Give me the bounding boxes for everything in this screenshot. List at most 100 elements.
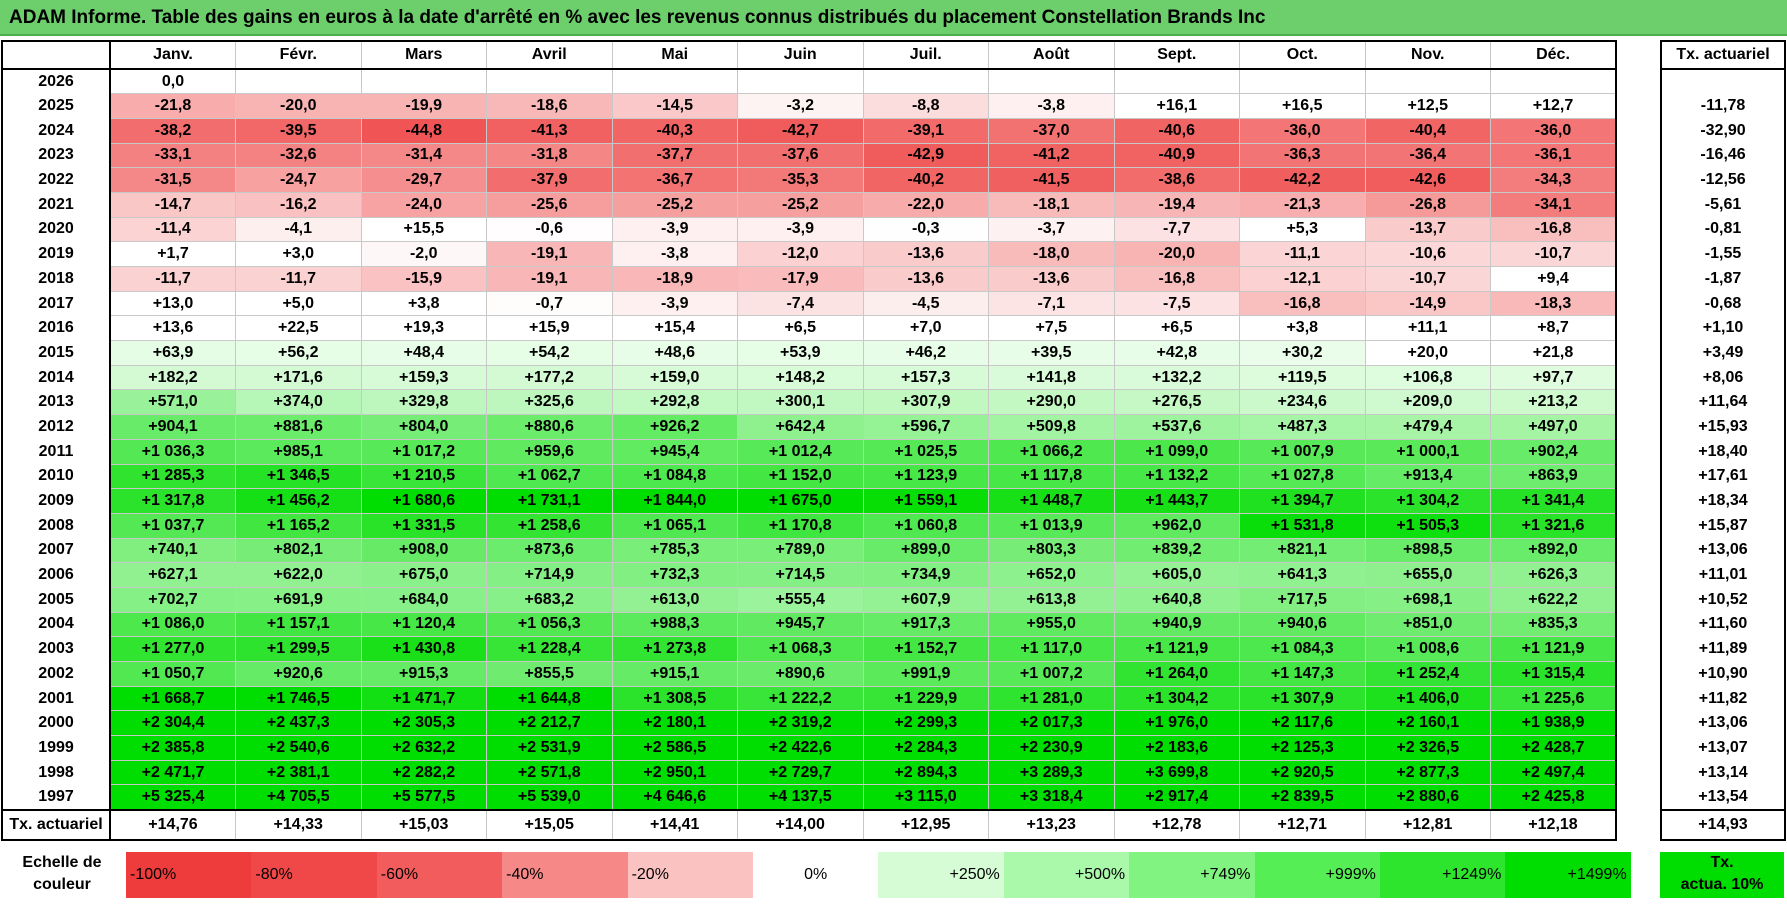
gain-cell: +684,0 bbox=[360, 586, 487, 613]
table-row: 2015 +63,9 +56,2 +48,4 +54,2 +48,6 +53,9 +46,2 +… bbox=[2, 340, 1617, 366]
color-scale-label: Echelle de couleur bbox=[2, 852, 122, 902]
side-row: +15,93 bbox=[1661, 415, 1785, 440]
side-header-row: Tx. actuariel bbox=[1661, 41, 1785, 70]
side-row: -1,55 bbox=[1661, 242, 1785, 267]
gain-cell: +2 531,9 bbox=[486, 735, 613, 761]
gain-cell: -37,7 bbox=[611, 142, 738, 169]
gain-cell: +698,1 bbox=[1364, 586, 1491, 613]
actuarial-rate-cell: +1,10 bbox=[1702, 319, 1744, 337]
gain-cell: +119,5 bbox=[1239, 364, 1366, 391]
gain-cell: -20,0 bbox=[1113, 241, 1240, 267]
gain-cell: -37,0 bbox=[988, 117, 1115, 144]
side-row: +18,40 bbox=[1661, 439, 1785, 464]
year-label: 2024 bbox=[2, 118, 111, 144]
color-scale-swatch: -20% bbox=[627, 852, 753, 898]
table-row: 1999 +2 385,8 +2 540,6 +2 632,2 +2 531,9 +2 5… bbox=[2, 735, 1617, 761]
table-row: 2006 +627,1 +622,0 +675,0 +714,9 +732,3 +714,5… bbox=[2, 562, 1617, 588]
year-label: 2019 bbox=[2, 241, 111, 267]
gain-cell: +655,0 bbox=[1364, 562, 1491, 588]
table-row: 2023 -33,1 -32,6 -31,4 -31,8 -37,7 -37,6 -42,9-… bbox=[2, 142, 1617, 169]
gain-cell: +16,5 bbox=[1239, 93, 1366, 119]
gain-cell: +1 084,3 bbox=[1239, 636, 1366, 662]
gain-cell: +329,8 bbox=[360, 389, 487, 416]
gain-cell: +374,0 bbox=[235, 389, 362, 416]
gain-cell: +1 277,0 bbox=[109, 636, 236, 662]
gain-cell: +1 304,2 bbox=[1113, 685, 1240, 712]
year-label: 1999 bbox=[2, 735, 111, 761]
gain-cell: +714,9 bbox=[486, 562, 613, 588]
gain-cell: +9,4 bbox=[1490, 266, 1617, 292]
gain-cell: +1 037,7 bbox=[109, 512, 236, 539]
gain-cell: +177,2 bbox=[486, 364, 613, 391]
gain-cell: -44,8 bbox=[360, 117, 487, 144]
actuarial-rate-cell: +11,60 bbox=[1698, 615, 1748, 633]
gain-cell: +39,5 bbox=[988, 340, 1115, 366]
gain-cell: +2 950,1 bbox=[611, 759, 738, 786]
footer-rate-cell: +14,76 bbox=[109, 808, 236, 841]
gain-cell: +2 497,4 bbox=[1490, 759, 1617, 786]
gain-cell: -34,3 bbox=[1490, 167, 1617, 193]
month-header: Sept. bbox=[1113, 40, 1240, 70]
gain-cell: -25,2 bbox=[737, 191, 864, 218]
gain-cell: +2 326,5 bbox=[1364, 735, 1491, 761]
gain-cell: +209,0 bbox=[1364, 389, 1491, 416]
gain-cell: -4,5 bbox=[862, 290, 989, 317]
gain-cell: +1 007,9 bbox=[1239, 438, 1366, 465]
gain-cell: +2 299,3 bbox=[862, 710, 989, 737]
gain-cell: +1 007,2 bbox=[988, 661, 1115, 687]
actuarial-rate-cell: +18,34 bbox=[1698, 492, 1748, 510]
gain-cell: -24,7 bbox=[235, 167, 362, 193]
gain-cell: -41,3 bbox=[486, 117, 613, 144]
header-row: Janv. Févr. Mars Avril Mai Juin Juil. Août Sept.… bbox=[2, 40, 1617, 70]
year-label: 1998 bbox=[2, 760, 111, 785]
gain-cell: -16,8 bbox=[1113, 266, 1240, 292]
year-label: 2011 bbox=[2, 439, 111, 464]
gain-cell: +675,0 bbox=[360, 562, 487, 588]
gain-cell bbox=[1113, 68, 1240, 95]
gain-cell: +7,0 bbox=[862, 315, 989, 342]
table-row: 2021 -14,7 -16,2 -24,0 -25,6 -25,2 -25,2 -22,0-… bbox=[2, 191, 1617, 218]
table-row: 2013 +571,0 +374,0 +329,8 +325,6 +292,8 +300,1… bbox=[2, 389, 1617, 416]
gain-cell: +596,7 bbox=[862, 414, 989, 440]
gain-cell: +11,1 bbox=[1364, 315, 1491, 342]
year-label: 2000 bbox=[2, 710, 111, 736]
gain-cell: +985,1 bbox=[235, 438, 362, 465]
month-header: Nov. bbox=[1364, 40, 1491, 70]
gain-cell: +904,1 bbox=[109, 414, 236, 440]
side-row: -32,90 bbox=[1661, 118, 1785, 143]
actuarial-rate-cell: -11,78 bbox=[1700, 97, 1746, 115]
gain-cell: -37,6 bbox=[737, 142, 864, 169]
gain-cell: +732,3 bbox=[611, 562, 738, 588]
gain-cell: +1 331,5 bbox=[360, 512, 487, 539]
gain-cell: +2 428,7 bbox=[1490, 735, 1617, 761]
gain-cell: -3,2 bbox=[737, 93, 864, 119]
gain-cell: -3,8 bbox=[611, 241, 738, 267]
gain-cell: +1 027,8 bbox=[1239, 463, 1366, 490]
gain-cell: +2 425,8 bbox=[1490, 784, 1617, 811]
gain-cell bbox=[235, 68, 362, 95]
gain-cell: +1 281,0 bbox=[988, 685, 1115, 712]
gain-cell: +3,0 bbox=[235, 241, 362, 267]
gain-cell: +1 258,6 bbox=[486, 512, 613, 539]
gain-cell: +42,8 bbox=[1113, 340, 1240, 366]
table-row: 2026 0,0 bbox=[2, 68, 1617, 95]
side-row: +13,06 bbox=[1661, 711, 1785, 736]
gain-cell: +54,2 bbox=[486, 340, 613, 366]
year-label: 2010 bbox=[2, 464, 111, 489]
actuarial-rate-cell: +13,07 bbox=[1698, 738, 1748, 756]
gain-cell: +13,0 bbox=[109, 290, 236, 317]
gain-cell: -16,8 bbox=[1239, 290, 1366, 317]
gains-table: Janv. Févr. Mars Avril Mai Juin Juil. Août Sept.… bbox=[1, 40, 1617, 841]
actuarial-rate-cell: +13,06 bbox=[1698, 541, 1748, 559]
footer-rate-cell: +14,00 bbox=[737, 808, 864, 841]
actuarial-rate-cell: -0,81 bbox=[1704, 220, 1742, 238]
gain-cell: +1 938,9 bbox=[1490, 710, 1617, 737]
gain-cell: +622,2 bbox=[1490, 586, 1617, 613]
gain-cell: -42,2 bbox=[1239, 167, 1366, 193]
side-row: -0,68 bbox=[1661, 291, 1785, 316]
color-scale-label-line1: Echelle de bbox=[22, 854, 102, 871]
gain-cell: +1 675,0 bbox=[737, 488, 864, 514]
gain-cell: +2 632,2 bbox=[360, 735, 487, 761]
gain-cell: -24,0 bbox=[360, 191, 487, 218]
year-label: 2021 bbox=[2, 192, 111, 218]
